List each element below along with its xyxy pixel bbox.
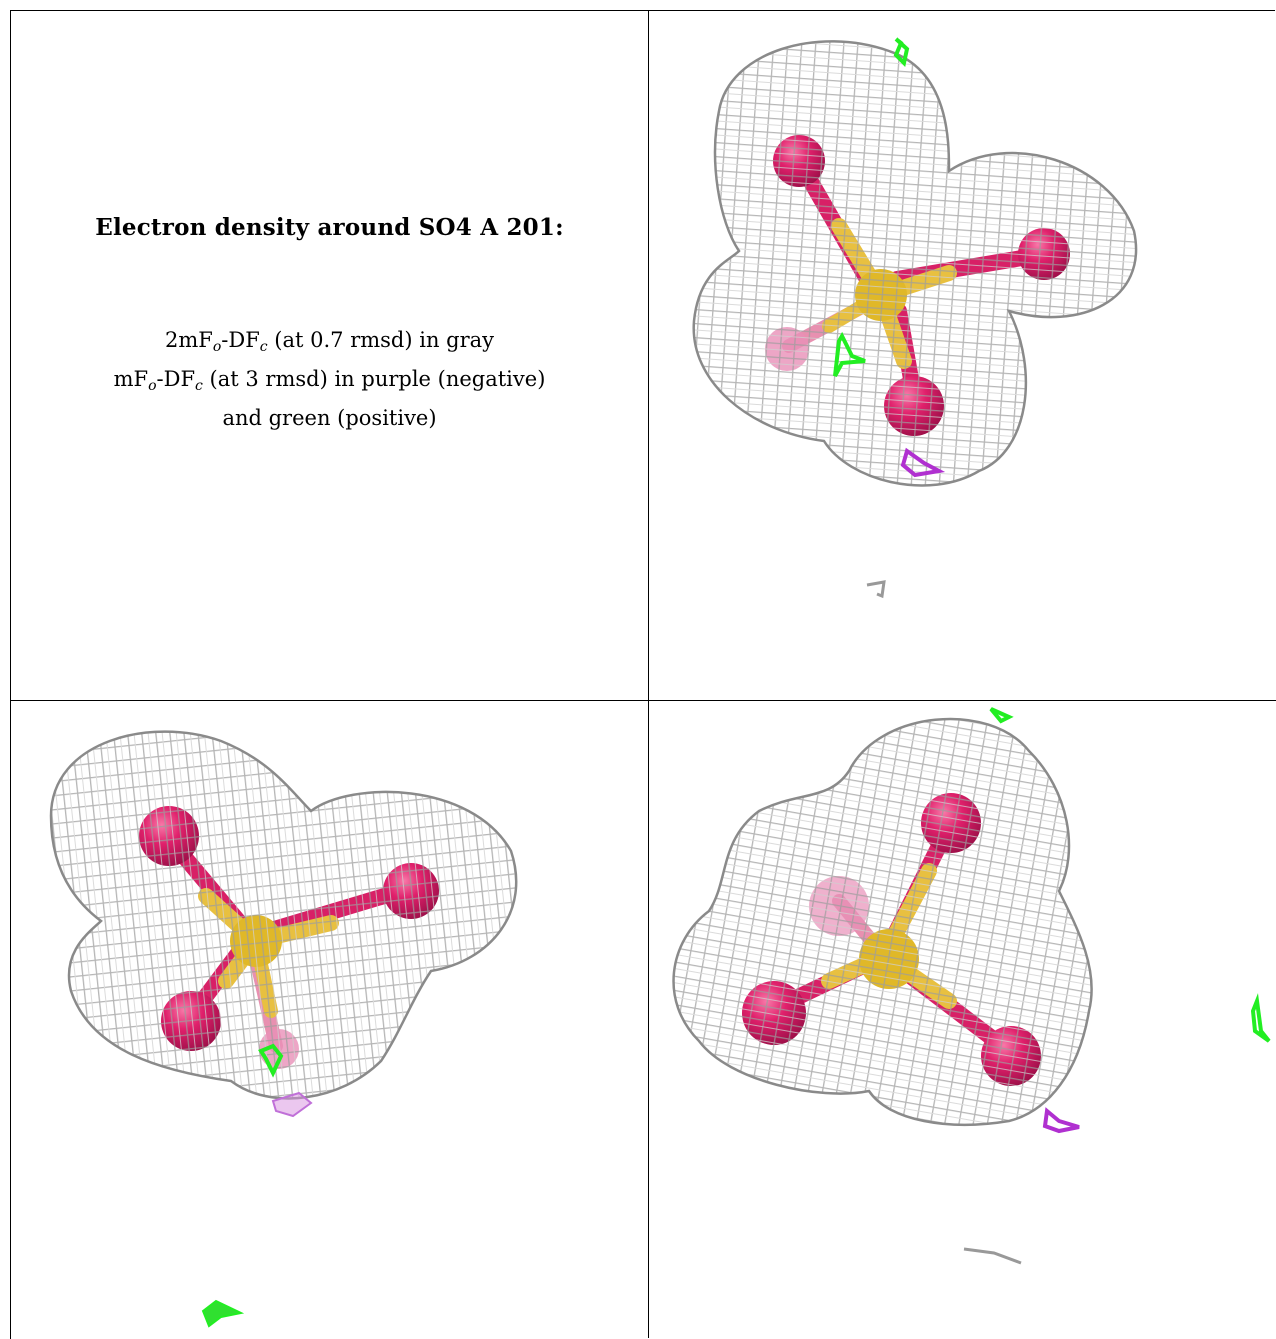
fofc-positive-blob-center — [258, 1043, 284, 1078]
fofc-positive-blob-center — [833, 331, 866, 377]
mesh-2fofc — [672, 717, 1093, 1126]
fofc-negative-blob — [900, 447, 946, 478]
density-view-2-canvas — [49, 730, 518, 1328]
fofc-positive-blob-right — [1250, 993, 1271, 1043]
legend-description: 2mFo-DFc (at 0.7 rmsd) in gray mFo-DFc (… — [11, 324, 648, 434]
table-vertical-divider — [648, 10, 649, 1338]
fofc-negative-blob — [271, 1091, 313, 1118]
fofc-positive-blob-top — [989, 707, 1014, 724]
density-view-3-canvas — [672, 707, 1271, 1265]
density-view-1 — [649, 11, 1276, 700]
legend-line-fofc: mFo-DFc (at 3 rmsd) in purple (negative) — [113, 367, 546, 394]
fofc-positive-blob-bottom — [201, 1299, 245, 1328]
fofc-positive-blob-top — [893, 37, 910, 68]
figure-table — [10, 10, 1275, 1339]
fofc-negative-blob — [1042, 1107, 1080, 1134]
mesh-fragment — [866, 580, 886, 599]
density-view-2 — [11, 701, 648, 1338]
legend-cell: Electron density around SO4 A 201: 2mFo-… — [11, 11, 648, 700]
table-horizontal-divider — [10, 700, 1276, 701]
legend-line-2fofc: 2mFo-DFc (at 0.7 rmsd) in gray — [164, 328, 495, 355]
legend-title: Electron density around SO4 A 201: — [95, 214, 564, 241]
mesh-2fofc — [49, 730, 518, 1100]
mesh-2fofc — [692, 40, 1138, 487]
density-view-3 — [649, 701, 1276, 1338]
legend-line-colors: and green (positive) — [222, 406, 437, 430]
mesh-fragment — [963, 1247, 1022, 1265]
density-view-1-canvas — [692, 37, 1138, 599]
